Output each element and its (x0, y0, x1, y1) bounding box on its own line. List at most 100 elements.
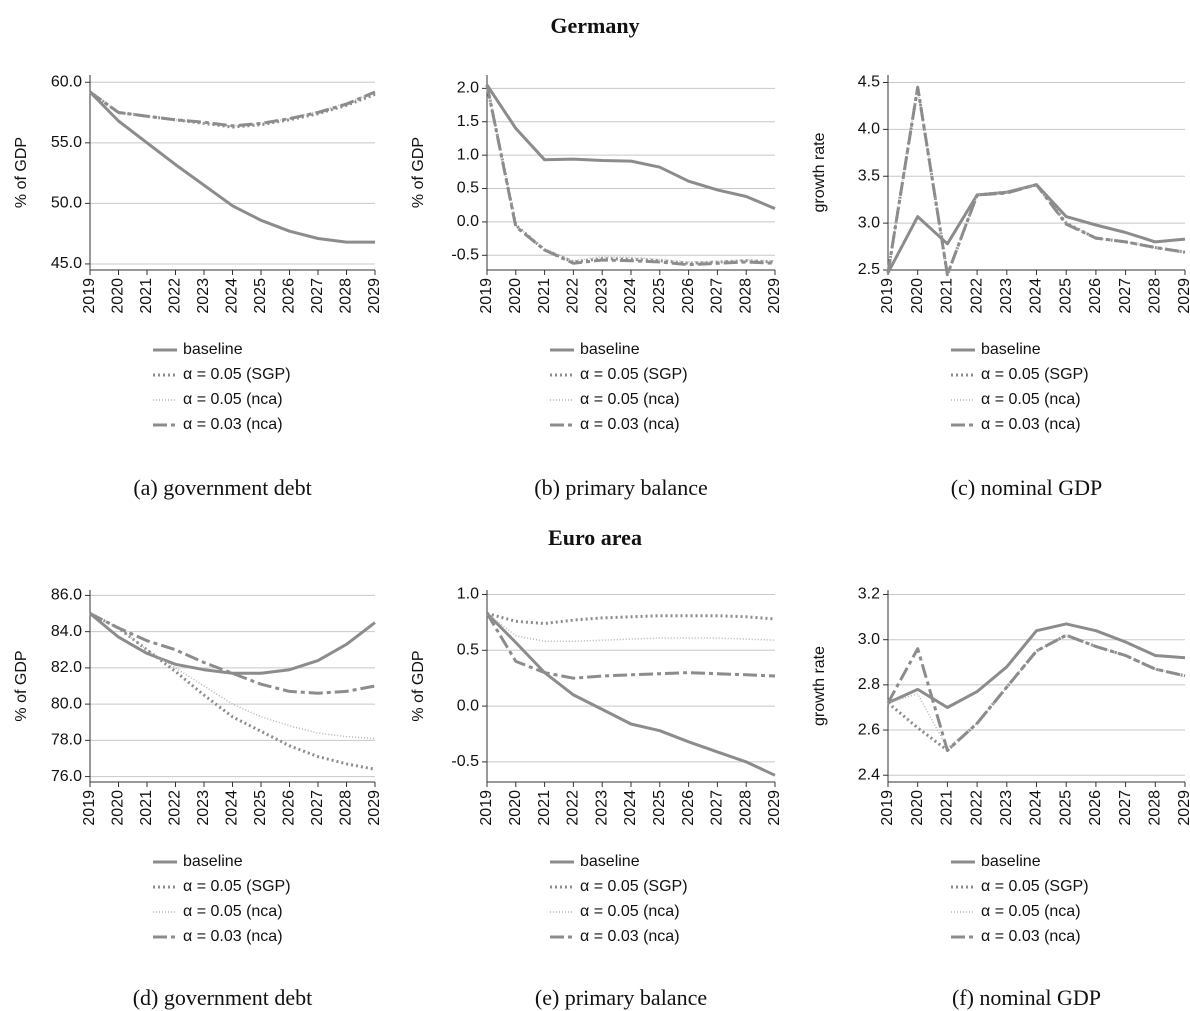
x-tick-label: 2021 (536, 278, 553, 314)
x-tick-label: 2025 (651, 278, 668, 314)
y-tick-label: 2.6 (858, 721, 880, 738)
x-tick-label: 2027 (709, 278, 726, 314)
y-tick-label: 50.0 (51, 195, 82, 212)
legend-label: baseline (981, 341, 1041, 358)
x-tick-label: 2019 (81, 790, 98, 826)
caption: (b) primary balance (534, 475, 707, 500)
x-tick-label: 2027 (709, 790, 726, 826)
legend-label: α = 0.03 (nca) (183, 928, 283, 945)
x-tick-label: 2025 (252, 790, 269, 826)
y-axis-label: % of GDP (410, 137, 427, 208)
series-line (887, 633, 1186, 752)
x-tick-label: 2029 (1176, 790, 1190, 826)
y-tick-label: -0.5 (451, 247, 479, 264)
x-tick-label: 2019 (478, 278, 495, 314)
legend-label: α = 0.03 (nca) (183, 416, 283, 433)
legend-label: α = 0.05 (nca) (981, 391, 1081, 408)
x-tick-label: 2020 (110, 790, 127, 826)
y-tick-label: 0.0 (457, 697, 479, 714)
legend-label: baseline (580, 853, 640, 870)
y-tick-label: 2.4 (858, 766, 880, 783)
x-tick-label: 2022 (565, 790, 582, 826)
caption: (d) government debt (133, 985, 313, 1010)
series-line (89, 612, 376, 695)
x-tick-label: 2022 (565, 278, 582, 314)
series-line (89, 612, 376, 740)
x-tick-label: 2027 (309, 790, 326, 826)
x-tick-label: 2027 (309, 278, 326, 314)
x-tick-label: 2026 (1087, 278, 1104, 314)
series-line (887, 86, 1186, 276)
y-tick-label: 45.0 (51, 255, 82, 272)
x-tick-label: 2026 (680, 790, 697, 826)
x-tick-label: 2026 (680, 278, 697, 314)
legend-label: α = 0.05 (nca) (580, 391, 680, 408)
x-tick-label: 2029 (766, 278, 783, 314)
y-tick-label: 82.0 (51, 659, 82, 676)
x-tick-label: 2029 (766, 790, 783, 826)
y-tick-label: 1.0 (457, 586, 479, 603)
legend-label: α = 0.05 (nca) (183, 391, 283, 408)
legend-label: α = 0.05 (SGP) (183, 366, 291, 383)
legend-label: α = 0.03 (nca) (580, 928, 680, 945)
legend-label: α = 0.05 (SGP) (981, 878, 1089, 895)
series-line (485, 84, 776, 267)
x-tick-label: 2029 (366, 278, 383, 314)
series-line (485, 84, 776, 210)
x-tick-label: 2023 (998, 278, 1015, 314)
legend-label: α = 0.03 (nca) (981, 416, 1081, 433)
y-tick-label: 0.5 (457, 180, 479, 197)
x-tick-label: 2022 (167, 278, 184, 314)
y-axis-label: growth rate (811, 132, 828, 212)
y-tick-label: 78.0 (51, 732, 82, 749)
y-tick-label: 86.0 (51, 587, 82, 604)
y-axis-label: % of GDP (13, 137, 30, 208)
series-line (485, 612, 776, 777)
x-tick-label: 2020 (110, 278, 127, 314)
x-tick-label: 2026 (1087, 790, 1104, 826)
x-tick-label: 2020 (909, 278, 926, 314)
x-tick-label: 2025 (1057, 790, 1074, 826)
x-tick-label: 2021 (138, 790, 155, 826)
series-line (89, 612, 376, 675)
x-tick-label: 2021 (536, 790, 553, 826)
series-line (88, 90, 375, 244)
x-tick-label: 2021 (138, 278, 155, 314)
legend-label: baseline (981, 853, 1041, 870)
x-tick-label: 2019 (81, 278, 98, 314)
x-tick-label: 2029 (1176, 278, 1190, 314)
series-line (887, 622, 1186, 709)
x-tick-label: 2028 (338, 278, 355, 314)
x-tick-label: 2028 (338, 790, 355, 826)
y-tick-label: 76.0 (51, 768, 82, 785)
legend-label: baseline (183, 853, 243, 870)
x-tick-label: 2028 (737, 278, 754, 314)
caption: (c) nominal GDP (951, 475, 1103, 500)
series-line (886, 85, 1186, 277)
x-tick-label: 2021 (939, 790, 956, 826)
x-tick-label: 2026 (281, 278, 298, 314)
series-line (886, 183, 1186, 274)
x-tick-label: 2024 (224, 790, 241, 826)
y-tick-label: 3.5 (858, 167, 880, 184)
series-line (485, 612, 776, 680)
series-line (486, 611, 776, 625)
x-tick-label: 2023 (593, 278, 610, 314)
caption: (f) nominal GDP (952, 985, 1101, 1010)
y-tick-label: -0.5 (451, 753, 479, 770)
y-tick-label: 0.0 (457, 213, 479, 230)
y-axis-label: % of GDP (13, 650, 30, 721)
legend-label: α = 0.05 (SGP) (981, 366, 1089, 383)
series-line (89, 612, 376, 771)
x-tick-label: 2024 (224, 278, 241, 314)
caption: (e) primary balance (535, 985, 707, 1010)
x-tick-label: 2023 (593, 790, 610, 826)
series-line (887, 634, 1186, 749)
series-line (486, 84, 776, 263)
caption: (a) government debt (133, 475, 311, 500)
legend-label: α = 0.05 (nca) (183, 903, 283, 920)
y-tick-label: 2.0 (457, 80, 479, 97)
x-tick-label: 2027 (1117, 278, 1134, 314)
x-tick-label: 2027 (1117, 790, 1134, 826)
